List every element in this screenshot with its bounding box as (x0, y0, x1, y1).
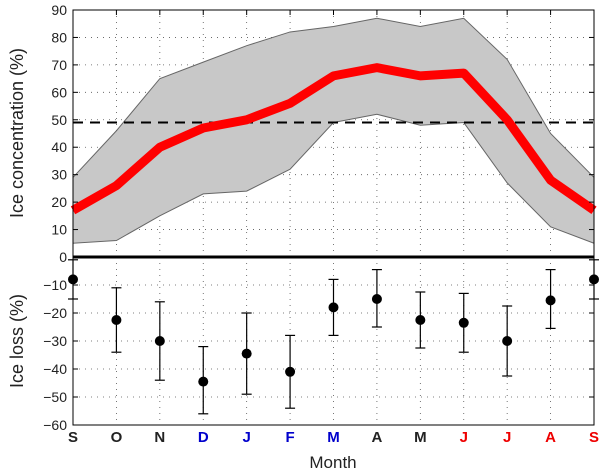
month-label: N (154, 429, 165, 446)
loss-marker (328, 302, 339, 313)
month-label: O (111, 429, 123, 446)
loss-point-J (502, 305, 513, 377)
concentration-y-tick-label: 30 (51, 167, 67, 183)
month-label: S (68, 429, 78, 446)
loss-y-tick-label: −40 (43, 361, 67, 377)
month-label: A (371, 429, 382, 446)
month-label: J (503, 429, 511, 446)
concentration-y-tick-label: 50 (51, 112, 67, 128)
loss-y-tick-label: −30 (43, 333, 67, 349)
loss-panel: −10 −20 −30 −40 −50 −60 Ice loss (%) (7, 256, 599, 433)
loss-point-M (328, 278, 339, 336)
loss-y-label: Ice loss (%) (7, 294, 27, 388)
month-label: J (460, 429, 468, 446)
mean-concentration-line (70, 63, 597, 215)
concentration-y-tick-label: 90 (51, 2, 67, 18)
loss-y-tick-label: −60 (43, 417, 67, 433)
loss-point-J (241, 312, 252, 395)
month-label: J (242, 429, 250, 446)
loss-y-ticks: −10 −20 −30 −40 −50 −60 (43, 256, 594, 433)
loss-point-J (458, 292, 469, 353)
concentration-y-label: Ice concentration (%) (7, 48, 27, 218)
loss-point-F (285, 334, 296, 409)
loss-marker (502, 336, 513, 346)
loss-marker (371, 294, 382, 304)
concentration-y-tick-label: 0 (59, 249, 67, 265)
loss-point-A (545, 269, 556, 329)
loss-point-N (154, 301, 165, 381)
concentration-y-tick-label: 70 (51, 57, 67, 73)
x-axis-label: Month (309, 453, 356, 472)
loss-point-O (111, 287, 122, 353)
concentration-y-tick-label: 60 (51, 84, 67, 100)
month-label: M (414, 429, 427, 446)
loss-marker (545, 295, 556, 306)
concentration-y-tick-label: 40 (51, 139, 67, 155)
concentration-panel: 0 10 20 30 40 50 60 70 80 90 Ice concentration (%… (7, 2, 597, 425)
concentration-y-ticks: 0 10 20 30 40 50 60 70 80 90 (51, 2, 595, 425)
month-label: S (589, 429, 599, 446)
month-label: D (198, 429, 209, 446)
loss-point-D (198, 346, 209, 415)
month-label: A (545, 429, 556, 446)
loss-y-tick-label: −10 (43, 277, 67, 293)
loss-marker (415, 315, 426, 325)
loss-marker (198, 376, 209, 387)
loss-y-tick-label: −20 (43, 305, 67, 321)
month-label: M (327, 429, 340, 446)
loss-point-A (371, 269, 382, 328)
loss-points (68, 259, 599, 415)
loss-marker (285, 366, 296, 377)
loss-marker (154, 336, 165, 346)
concentration-y-tick-label: 20 (51, 194, 67, 210)
loss-marker (241, 348, 252, 359)
loss-point-M (415, 291, 426, 349)
loss-y-tick-label: −50 (43, 389, 67, 405)
loss-marker (111, 315, 122, 325)
concentration-y-tick-label: 10 (51, 222, 67, 238)
month-label: F (285, 429, 294, 446)
concentration-y-tick-label: 80 (51, 29, 67, 45)
loss-marker (458, 317, 469, 328)
